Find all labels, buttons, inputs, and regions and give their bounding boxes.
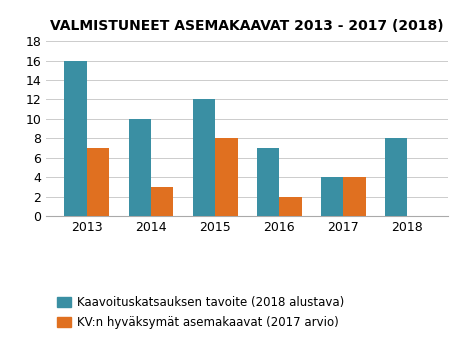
Title: VALMISTUNEET ASEMAKAAVAT 2013 - 2017 (2018): VALMISTUNEET ASEMAKAAVAT 2013 - 2017 (20… [50,19,444,33]
Bar [385,138,407,216]
Bar [87,148,109,216]
Bar [65,61,87,216]
Bar [193,99,215,216]
Bar [215,138,237,216]
Bar [279,197,302,216]
Bar [257,148,279,216]
Legend: Kaavoituskatsauksen tavoite (2018 alustava), KV:n hyväksymät asemakaavat (2017 a: Kaavoituskatsauksen tavoite (2018 alusta… [52,291,349,334]
Bar [343,177,366,216]
Bar [128,119,151,216]
Bar [151,187,173,216]
Bar [321,177,343,216]
